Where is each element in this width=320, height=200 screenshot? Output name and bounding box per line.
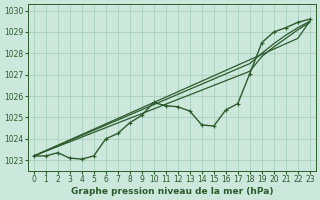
X-axis label: Graphe pression niveau de la mer (hPa): Graphe pression niveau de la mer (hPa)	[70, 187, 273, 196]
